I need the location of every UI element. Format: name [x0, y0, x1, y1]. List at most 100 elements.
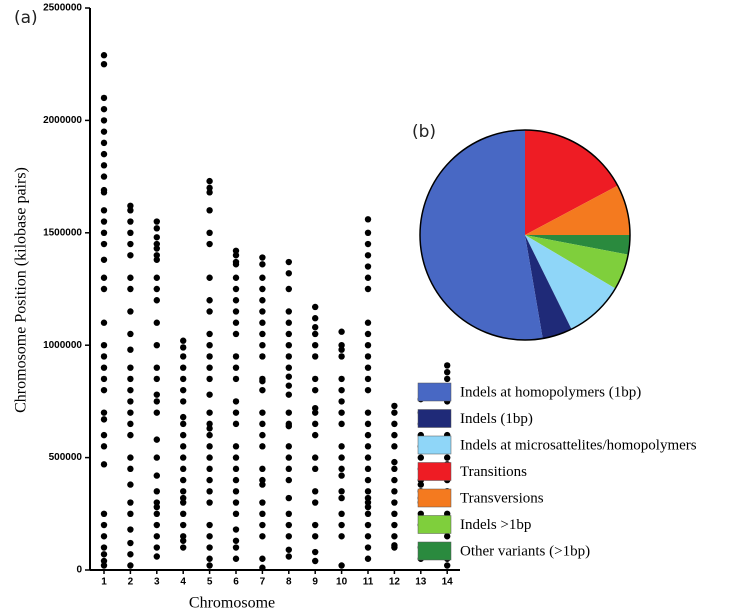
legend-swatch	[417, 462, 452, 481]
dot	[259, 285, 266, 293]
dot	[100, 285, 108, 293]
dot	[338, 533, 345, 540]
dot	[444, 375, 451, 383]
dot	[259, 420, 266, 428]
dot	[153, 342, 160, 349]
dot	[364, 465, 372, 473]
dot	[100, 353, 108, 360]
dot	[153, 375, 160, 383]
dot	[100, 105, 108, 113]
dot	[312, 557, 319, 565]
dot	[206, 308, 213, 315]
dot	[285, 382, 292, 389]
pie-slice	[525, 130, 618, 235]
dot	[127, 386, 134, 394]
dot	[127, 364, 134, 371]
dot	[127, 218, 134, 225]
dot	[206, 353, 213, 360]
dot	[232, 409, 240, 416]
legend-label: Other variants (>1bp)	[460, 543, 590, 559]
dot	[206, 533, 213, 540]
dot	[364, 503, 372, 511]
dot	[364, 375, 372, 383]
dot	[285, 373, 292, 380]
dot	[285, 342, 292, 349]
dot	[391, 510, 398, 517]
dot	[364, 364, 372, 371]
dot	[312, 303, 319, 311]
legend-swatch	[417, 488, 452, 508]
dot	[312, 465, 319, 473]
dot	[206, 409, 213, 416]
dot	[259, 499, 266, 506]
dot	[232, 274, 240, 281]
legend-swatch	[417, 515, 452, 534]
dot	[444, 533, 451, 540]
dot	[232, 488, 240, 495]
dot	[100, 551, 108, 558]
dot	[312, 454, 319, 461]
dot	[180, 533, 187, 540]
dot	[100, 533, 108, 540]
dot	[206, 465, 213, 473]
dot	[180, 364, 187, 371]
dot	[232, 555, 240, 562]
dot	[100, 150, 108, 158]
dot	[285, 391, 292, 398]
dot	[127, 398, 134, 405]
dot	[153, 409, 160, 416]
dot	[285, 476, 292, 484]
dot	[153, 252, 160, 259]
dot	[153, 240, 160, 248]
dot	[127, 285, 134, 293]
dot	[364, 252, 372, 259]
dot	[180, 488, 187, 495]
dot	[444, 562, 451, 569]
dot	[444, 362, 451, 369]
dot	[232, 476, 240, 484]
legend-label: Indels at microsattelites/homopolymers	[460, 437, 697, 453]
dot	[127, 431, 134, 439]
dot	[364, 285, 372, 293]
dot	[153, 319, 160, 326]
dot	[232, 375, 240, 383]
dot	[206, 521, 213, 529]
dot	[338, 521, 345, 529]
dot	[127, 252, 134, 259]
dot	[153, 285, 160, 293]
dot	[153, 521, 160, 529]
dot	[391, 443, 398, 450]
dot	[180, 375, 187, 383]
dot	[259, 533, 266, 540]
y-tick-label: 500000	[49, 452, 83, 463]
dot	[100, 342, 108, 349]
dot	[153, 225, 160, 232]
dot	[100, 162, 108, 169]
pie-slice	[525, 185, 630, 235]
x-tick-label: 11	[363, 577, 374, 588]
x-tick-label: 8	[286, 577, 292, 588]
dot	[285, 353, 292, 360]
dot	[232, 398, 240, 405]
x-tick-label: 13	[415, 577, 427, 588]
dot	[364, 420, 372, 428]
dot	[100, 409, 108, 416]
dot	[364, 263, 372, 270]
dot	[127, 330, 134, 338]
dot	[285, 465, 292, 473]
dot	[100, 240, 108, 248]
legend-label: Indels >1bp	[460, 517, 531, 533]
dot	[391, 409, 398, 416]
dot	[259, 254, 266, 261]
dot	[100, 562, 108, 569]
dot	[364, 488, 372, 495]
dot	[100, 557, 108, 565]
dot	[338, 409, 345, 416]
legend-label: Indels at homopolymers (1bp)	[460, 384, 641, 400]
x-tick-label: 9	[312, 577, 318, 588]
x-tick-label: 12	[389, 577, 401, 588]
dot	[364, 443, 372, 450]
dot	[285, 546, 292, 553]
dot	[100, 274, 108, 281]
